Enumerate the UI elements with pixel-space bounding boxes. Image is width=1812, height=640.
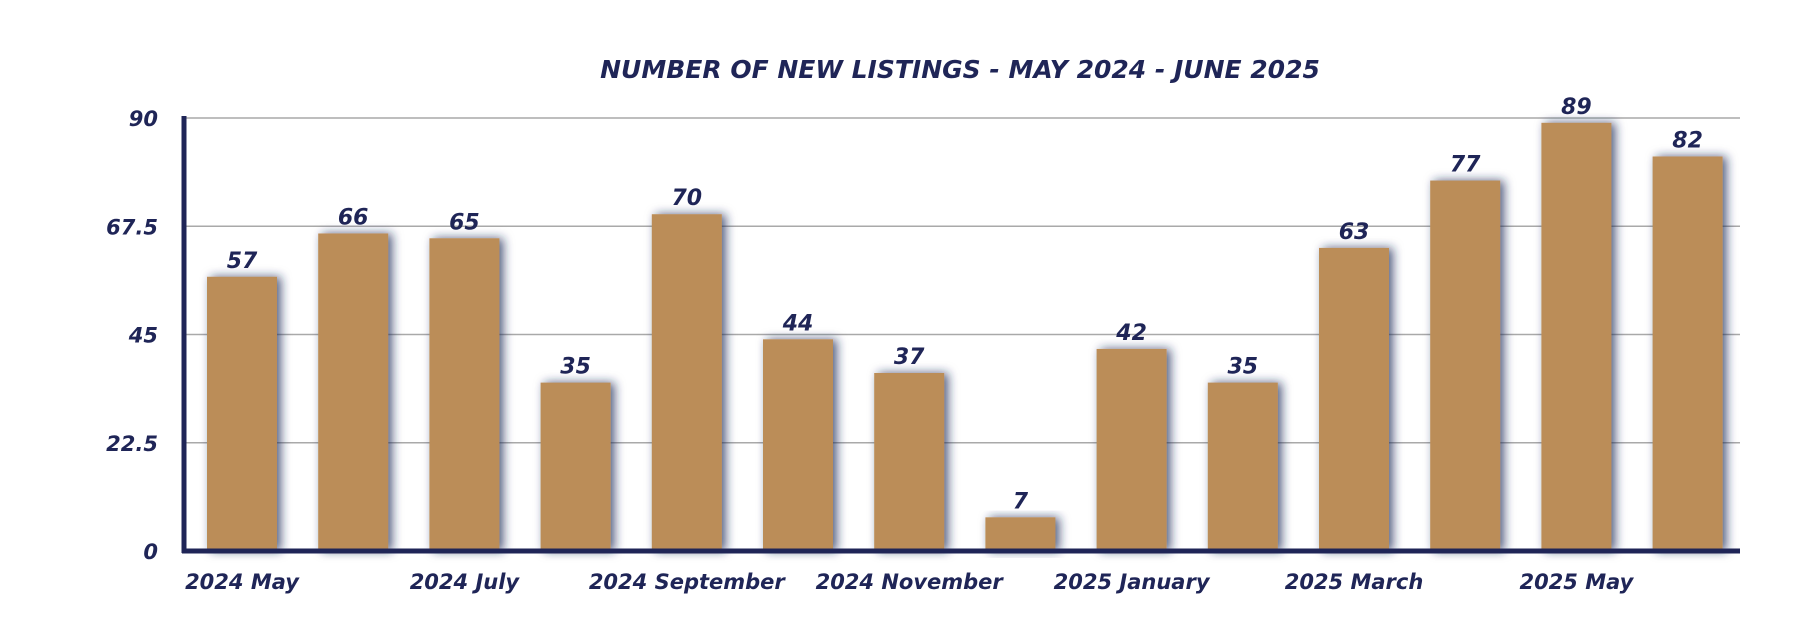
data-label: 37: [894, 345, 925, 370]
data-labels: 57 66 65 35 70 44 37 7 42 35 63 77 89 82: [227, 95, 1703, 515]
data-label: 89: [1561, 95, 1592, 120]
data-label: 63: [1339, 220, 1370, 245]
y-axis-ticks: 0 22.5 45 67.5 90: [106, 107, 158, 564]
y-tick-label: 45: [128, 324, 158, 348]
data-label: 82: [1672, 128, 1703, 153]
data-label: 77: [1450, 153, 1481, 178]
x-tick-label: 2024 September: [589, 570, 787, 594]
x-tick-label: 2024 November: [816, 570, 1005, 594]
bar: [540, 382, 611, 551]
bar: [651, 214, 722, 551]
bar: [1096, 348, 1167, 551]
y-tick-label: 67.5: [106, 215, 158, 239]
chart-title: NUMBER OF NEW LISTINGS - MAY 2024 - JUNE…: [600, 55, 1320, 84]
bar: [985, 517, 1056, 551]
data-label: 35: [1227, 355, 1258, 380]
x-tick-label: 2025 May: [1519, 570, 1634, 594]
x-tick-label: 2025 January: [1054, 570, 1211, 594]
data-label: 44: [782, 311, 814, 336]
bar: [318, 233, 389, 551]
bar: [429, 238, 500, 551]
data-label: 66: [338, 205, 369, 230]
x-tick-label: 2024 May: [185, 570, 300, 594]
bar: [1319, 247, 1389, 551]
bar: [207, 276, 277, 551]
bar: [763, 339, 833, 551]
x-axis-ticks: 2024 May 2024 July 2024 September 2024 Nove…: [185, 570, 1635, 594]
data-label: 7: [1013, 489, 1029, 514]
bar: [1541, 122, 1612, 552]
bar: [874, 372, 945, 551]
data-label: 70: [671, 186, 702, 211]
bars: [207, 122, 1723, 552]
gridlines: [184, 117, 1740, 444]
y-tick-label: 0: [143, 540, 158, 564]
data-label: 57: [227, 249, 258, 274]
x-tick-label: 2025 March: [1285, 570, 1424, 594]
data-label: 65: [449, 210, 480, 235]
x-tick-label: 2024 July: [410, 570, 521, 594]
bar: [1652, 156, 1723, 551]
bar: [1207, 382, 1278, 551]
data-label: 42: [1115, 321, 1147, 346]
y-tick-label: 22.5: [106, 432, 158, 456]
data-label: 35: [560, 355, 591, 380]
bar: [1430, 180, 1501, 552]
axes: [181, 116, 1740, 554]
y-tick-label: 90: [129, 107, 158, 131]
